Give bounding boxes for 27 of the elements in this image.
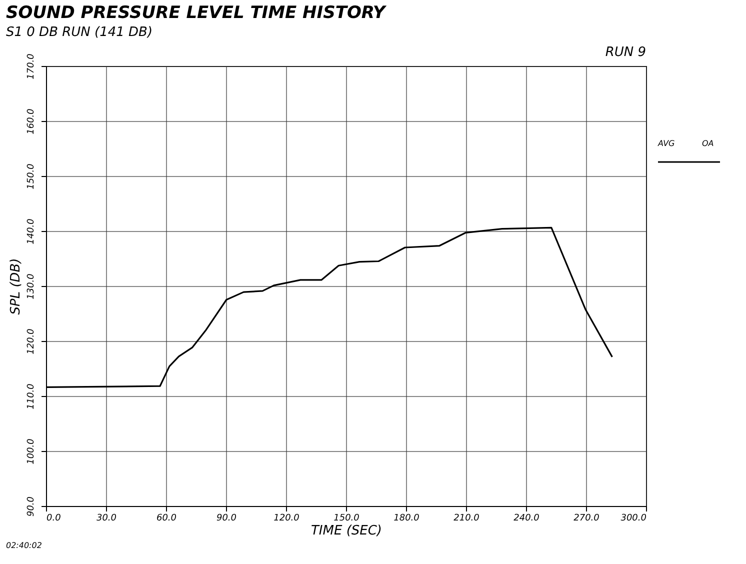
y-tick-label: 160.0	[26, 108, 36, 134]
y-axis-title: SPL (DB)	[8, 258, 24, 315]
chart-title: SOUND PRESSURE LEVEL TIME HISTORY	[6, 3, 387, 23]
x-tick-label: 270.0	[574, 514, 600, 524]
x-tick-label: 0.0	[46, 514, 62, 524]
y-tick-label: 100.0	[26, 438, 36, 464]
text: OA	[702, 139, 714, 148]
x-tick-label: 30.0	[96, 514, 117, 524]
x-tick-label: 180.0	[394, 514, 420, 524]
y-tick-label: 140.0	[26, 218, 36, 244]
x-tick-label: 150.0	[334, 514, 360, 524]
x-tick-label: 60.0	[156, 514, 177, 524]
x-tick-label: 210.0	[454, 514, 480, 524]
y-tick-label: 130.0	[26, 273, 36, 300]
x-tick-label: 300.0	[620, 514, 647, 524]
y-tick-label: 150.0	[26, 163, 36, 190]
x-tick-label: 120.0	[274, 514, 300, 524]
text: RUN 9	[605, 45, 646, 60]
text: AVG	[657, 139, 675, 148]
y-tick-label: 120.0	[26, 328, 36, 354]
chart-subtitle: S1 0 DB RUN (141 DB)	[6, 25, 153, 40]
x-tick-label: 90.0	[216, 514, 237, 524]
y-tick-label: 170.0	[26, 53, 36, 80]
text: 02:40:02	[6, 541, 42, 550]
x-axis-title: TIME (SEC)	[310, 524, 382, 538]
x-tick-label: 240.0	[514, 514, 540, 524]
y-tick-label: 110.0	[26, 383, 36, 410]
